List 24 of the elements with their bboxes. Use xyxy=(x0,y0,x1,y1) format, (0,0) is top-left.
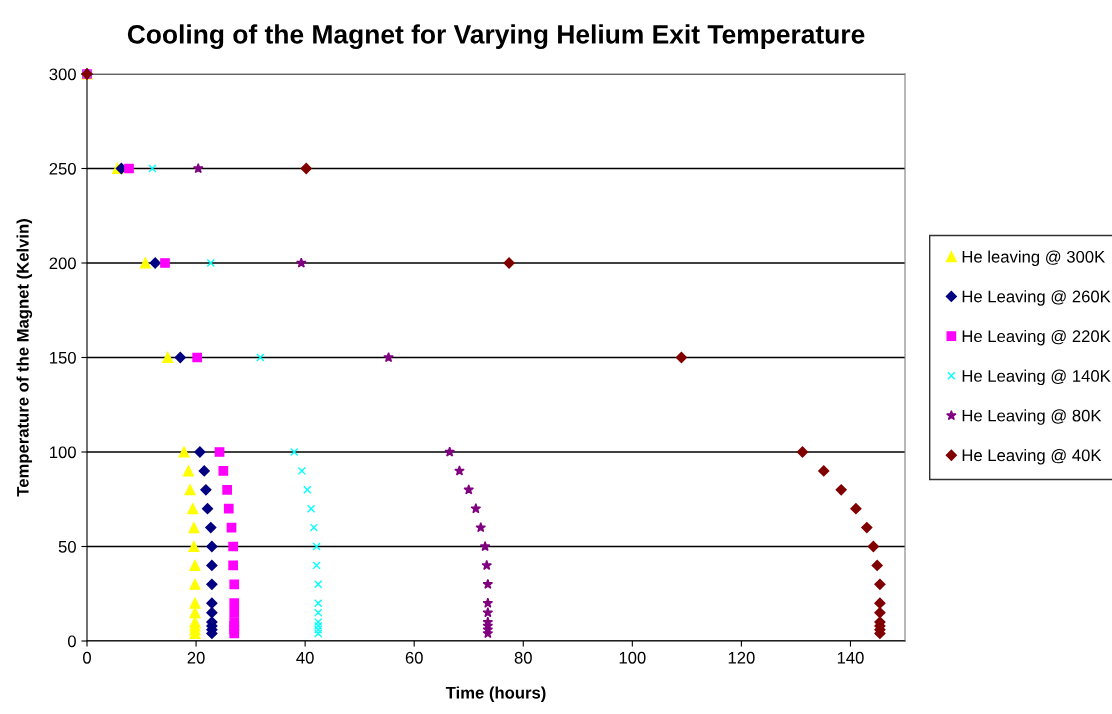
y-tick-label: 150 xyxy=(50,351,76,364)
x-tick-label: 0 xyxy=(83,651,91,664)
x-tick-label: 120 xyxy=(728,651,755,664)
y-axis-title: Temperature of the Magnet (Kelvin) xyxy=(16,219,33,497)
x-tick-label: 80 xyxy=(514,651,532,664)
legend-label: He leaving @ 300K xyxy=(962,250,1106,267)
y-tick-label: 0 xyxy=(67,635,76,648)
legend-label: He Leaving @ 260K xyxy=(962,290,1111,306)
x-tick-label: 20 xyxy=(187,651,205,664)
x-tick-label: 40 xyxy=(296,651,314,664)
y-tick-label: 250 xyxy=(49,162,76,175)
legend-label: He Leaving @ 140K xyxy=(962,369,1111,386)
y-tick-label: 100 xyxy=(50,446,76,459)
y-tick-label: 50 xyxy=(58,540,76,553)
chart-title: Cooling of the Magnet for Varying Helium Exit Temperature xyxy=(127,24,865,50)
y-tick-label: 200 xyxy=(49,257,76,270)
legend-label: He Leaving @ 80K xyxy=(962,409,1102,425)
legend-label: He Leaving @ 40K xyxy=(962,448,1102,465)
x-axis-title: Time (hours) xyxy=(445,686,546,702)
x-tick-label: 140 xyxy=(837,651,864,664)
x-tick-label: 100 xyxy=(619,651,646,664)
y-tick-label: 300 xyxy=(49,68,76,81)
legend-label: He Leaving @ 220K xyxy=(962,329,1111,346)
x-tick-label: 60 xyxy=(405,651,423,664)
